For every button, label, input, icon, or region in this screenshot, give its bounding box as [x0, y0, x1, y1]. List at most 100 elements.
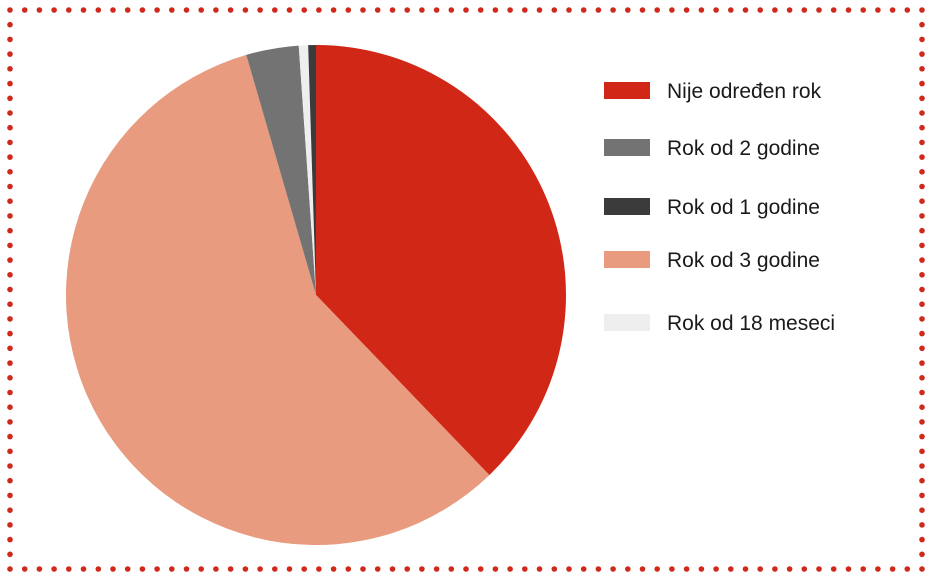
legend-swatch — [604, 82, 650, 99]
border-dot — [875, 7, 881, 13]
border-dot — [7, 110, 13, 116]
border-dot — [919, 448, 925, 455]
legend-item: Nije određen rok — [604, 80, 822, 103]
border-dot — [580, 566, 587, 572]
legend-item: Rok od 1 godine — [604, 196, 820, 219]
border-dot — [551, 7, 558, 13]
border-dot — [433, 566, 440, 572]
border-dot — [595, 7, 602, 13]
border-dot — [477, 7, 484, 13]
legend-swatch — [604, 198, 650, 215]
legend: Nije određen rok Rok od 2 godine Rok od 1 … — [604, 80, 835, 335]
border-dot — [7, 477, 13, 484]
border-dot — [419, 566, 425, 572]
border-dot — [772, 566, 778, 572]
border-dot — [919, 360, 925, 366]
legend-item: Rok od 2 godine — [604, 137, 820, 160]
border-dot — [919, 345, 925, 352]
border-dot — [698, 7, 705, 13]
border-dot — [669, 566, 675, 572]
border-dot — [345, 566, 352, 572]
legend-label: Rok od 2 godine — [667, 137, 820, 160]
border-dot — [919, 227, 925, 234]
border-dot — [36, 566, 43, 572]
border-dot — [7, 522, 13, 528]
border-dot — [625, 566, 631, 572]
border-dot — [169, 566, 175, 572]
border-dot — [919, 419, 925, 425]
border-dot — [242, 7, 249, 13]
border-dot — [816, 566, 822, 572]
border-dot — [860, 7, 866, 13]
border-dot — [7, 169, 13, 175]
border-dot — [786, 7, 793, 13]
border-dot — [595, 566, 602, 572]
border-dot — [257, 566, 263, 572]
border-dot — [919, 507, 925, 513]
border-dot — [139, 7, 146, 13]
border-dot — [507, 566, 513, 572]
border-dot — [639, 566, 646, 572]
border-dot — [919, 551, 925, 558]
border-dot — [448, 7, 455, 13]
border-dot — [919, 154, 925, 160]
legend-label: Nije određen rok — [667, 80, 822, 103]
border-dot — [845, 566, 852, 572]
border-dot — [904, 7, 911, 13]
border-dot — [7, 433, 13, 440]
border-dot — [919, 330, 925, 337]
border-dot — [257, 7, 263, 13]
border-dot — [7, 463, 13, 469]
border-dot — [110, 7, 116, 13]
border-dot — [330, 7, 337, 13]
border-dot — [7, 330, 13, 337]
border-dot — [7, 492, 13, 499]
border-dot — [7, 448, 13, 455]
border-dot — [124, 566, 131, 572]
border-dot — [742, 7, 749, 13]
border-dot — [713, 566, 719, 572]
border-dot — [389, 7, 396, 13]
border-dot — [919, 536, 925, 543]
border-dot — [345, 7, 352, 13]
border-dot — [7, 51, 13, 57]
border-dot — [683, 7, 690, 13]
legend-label: Rok od 1 godine — [667, 196, 820, 219]
border-dot — [919, 51, 925, 57]
border-dot — [919, 316, 925, 322]
border-dot — [713, 7, 719, 13]
border-dot — [227, 566, 234, 572]
border-dot — [625, 7, 631, 13]
border-dot — [919, 272, 925, 278]
border-dot — [757, 566, 763, 572]
border-dot — [213, 7, 219, 13]
border-dot — [7, 375, 13, 381]
border-dot — [492, 7, 499, 13]
border-dot — [448, 566, 455, 572]
legend-swatch — [604, 251, 650, 268]
border-dot — [786, 566, 793, 572]
border-dot — [286, 7, 293, 13]
border-dot — [919, 492, 925, 499]
border-dot — [110, 566, 116, 572]
border-dot — [919, 124, 925, 131]
border-dot — [610, 7, 616, 13]
border-dot — [875, 566, 881, 572]
border-dot — [919, 110, 925, 116]
legend-item: Rok od 18 meseci — [604, 312, 835, 335]
border-dot — [154, 7, 160, 13]
border-dot — [51, 566, 57, 572]
border-dot — [463, 7, 469, 13]
border-dot — [404, 7, 411, 13]
border-dot — [860, 566, 866, 572]
border-dot — [7, 36, 13, 43]
border-dot — [536, 566, 543, 572]
border-dot — [919, 183, 925, 190]
border-dot — [213, 566, 219, 572]
border-dot — [919, 522, 925, 528]
border-dot — [919, 257, 925, 263]
border-dot — [919, 7, 925, 13]
border-dot — [66, 566, 72, 572]
